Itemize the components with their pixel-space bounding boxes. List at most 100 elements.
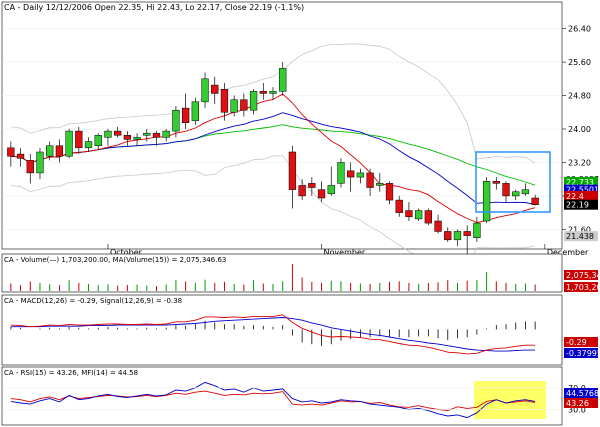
price-value-label-bg bbox=[564, 190, 598, 201]
candle-body bbox=[220, 89, 229, 113]
candle-body bbox=[36, 151, 44, 174]
macd-value-label-text: -0.29 bbox=[566, 338, 587, 347]
macd-frame bbox=[1, 294, 563, 366]
price-tick-label: 24.00 bbox=[568, 125, 591, 134]
candle-body bbox=[240, 99, 248, 111]
candle-body bbox=[26, 160, 34, 174]
macd-lines bbox=[10, 314, 536, 355]
macd-panel: CA - MACD(12,26) = -0.29, Signal(12,26,9… bbox=[1, 294, 600, 366]
price-tick-label: 21.60 bbox=[568, 225, 591, 234]
price-value-label: 22.4 bbox=[564, 190, 598, 201]
macd-value-labels: -0.29 -0.379955 bbox=[564, 337, 600, 358]
candle-body bbox=[521, 189, 530, 195]
price-value-label-bg bbox=[564, 184, 598, 195]
candle-body bbox=[75, 130, 83, 149]
rsi-value-label-text: 44.5768 bbox=[566, 389, 599, 398]
rsi-value-label-text: 43.26 bbox=[566, 399, 589, 408]
price-value-label: 22.733 bbox=[564, 176, 598, 187]
rsi-value-label: 44.5768 bbox=[564, 388, 599, 398]
macd-histogram bbox=[10, 320, 536, 346]
volume-value-label-bg bbox=[564, 270, 598, 280]
month-label: October bbox=[110, 248, 143, 257]
candle-body bbox=[230, 99, 238, 113]
rsi-value-label-bg bbox=[564, 398, 598, 408]
candle-body bbox=[269, 91, 277, 94]
rsi-title: CA - RSI(15) = 43.26, MFI(14) = 44.58 bbox=[4, 369, 138, 377]
selection-box bbox=[475, 151, 551, 213]
price-title: CA - Daily 12/12/2006 Open 22.35, Hi 22.… bbox=[4, 3, 304, 12]
price-tick-label: 24.80 bbox=[568, 92, 591, 101]
price-tick-label: 23.20 bbox=[568, 158, 591, 167]
candle-body bbox=[453, 231, 462, 241]
candle-body bbox=[104, 130, 112, 138]
candle-body bbox=[191, 101, 199, 121]
price-value-label-text: 22.733 bbox=[566, 178, 594, 187]
candle-body bbox=[347, 170, 355, 178]
candle-body bbox=[211, 84, 219, 94]
rsi-value-label: 43.26 bbox=[564, 398, 598, 408]
candle-body bbox=[55, 145, 64, 157]
candle-body bbox=[414, 210, 423, 220]
candle-body bbox=[259, 91, 267, 94]
candle-body bbox=[46, 145, 54, 157]
rsi-highlight bbox=[474, 381, 546, 419]
month-axis: October November December bbox=[107, 244, 589, 257]
volume-bars bbox=[10, 264, 536, 291]
rsi-lines bbox=[10, 381, 536, 419]
candle-body bbox=[444, 231, 452, 241]
candle-body bbox=[385, 183, 394, 201]
candle-body bbox=[317, 189, 326, 199]
volume-value-labels: 2,075,346 1,703,200 bbox=[564, 270, 600, 292]
candle-body bbox=[531, 197, 539, 205]
volume-panel: CA - Volume(—) 1,703,200.00, MA(Volume(1… bbox=[1, 253, 600, 293]
month-label: December bbox=[547, 248, 589, 257]
candle-body bbox=[405, 210, 413, 218]
volume-value-label-text: 2,075,346 bbox=[566, 271, 600, 280]
candle-body bbox=[152, 132, 161, 138]
candle-body bbox=[288, 151, 297, 190]
candle-body bbox=[143, 132, 151, 136]
candle-body bbox=[201, 78, 209, 103]
candle-body bbox=[366, 172, 374, 188]
rsi-frame bbox=[1, 366, 563, 426]
candle-body bbox=[473, 222, 481, 238]
candle-body bbox=[337, 162, 345, 184]
candle-body bbox=[7, 147, 15, 157]
candle-body bbox=[16, 153, 25, 159]
volume-value-label: 2,075,346 bbox=[564, 270, 600, 280]
macd-signal-line bbox=[10, 317, 536, 352]
candle-body bbox=[376, 183, 384, 186]
price-value-label: 22.5501 bbox=[564, 184, 599, 195]
bollinger-upper bbox=[10, 43, 536, 164]
candle-body bbox=[308, 183, 316, 188]
candle-body bbox=[492, 181, 500, 184]
rsi-line bbox=[10, 390, 536, 412]
candle-body bbox=[65, 130, 73, 157]
candle-body bbox=[463, 231, 471, 236]
macd-value-label: -0.29 bbox=[564, 337, 598, 347]
price-tick-label: 26.40 bbox=[568, 25, 591, 34]
price-tick-label: 25.60 bbox=[568, 58, 591, 67]
candle-body bbox=[356, 172, 365, 178]
candle-body bbox=[502, 183, 510, 197]
price-panel: CA - Daily 12/12/2006 Open 22.35, Hi 22.… bbox=[1, 1, 599, 273]
price-value-label-text: 22.5501 bbox=[566, 186, 599, 195]
rsi-value-label-bg bbox=[564, 388, 598, 398]
candle-body bbox=[279, 68, 287, 92]
mfi-line bbox=[10, 381, 536, 419]
candle-body bbox=[424, 210, 432, 224]
candle-body bbox=[434, 220, 442, 232]
price-value-label-bg bbox=[564, 176, 598, 187]
price-value-label: 21.438 bbox=[564, 231, 598, 242]
candle-body bbox=[512, 191, 520, 197]
price-frame bbox=[1, 1, 563, 250]
volume-value-label-text: 1,703,200 bbox=[566, 283, 600, 292]
candle-body bbox=[162, 130, 170, 138]
macd-value-label-bg bbox=[564, 348, 598, 358]
candle-body bbox=[94, 135, 102, 146]
macd-title: CA - MACD(12,26) = -0.29, Signal(12,26,9… bbox=[4, 297, 182, 305]
candle-body bbox=[181, 107, 190, 123]
volume-value-label-bg bbox=[564, 282, 598, 292]
rsi-panel: CA - RSI(15) = 43.26, MFI(14) = 44.58 70… bbox=[1, 366, 599, 426]
